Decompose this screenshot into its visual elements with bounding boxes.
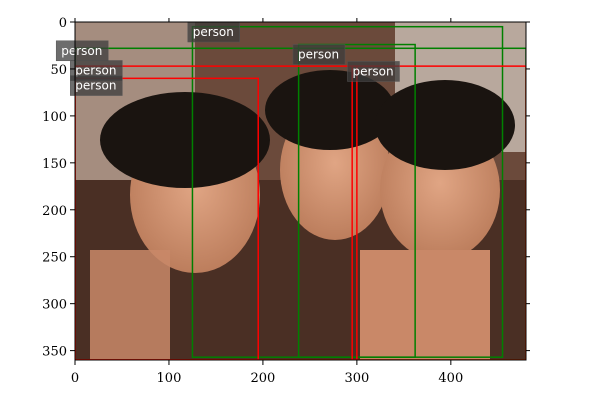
label-tag-4: person	[292, 44, 346, 65]
label-tag-bg	[70, 75, 123, 96]
photo	[75, 22, 526, 360]
label-tag-text: person	[75, 63, 116, 77]
detection-box-3	[351, 65, 526, 360]
label-tag-3: person	[70, 75, 123, 96]
hair-right	[375, 80, 515, 170]
x-tick-label: 300	[344, 371, 369, 386]
x-tick-label: 400	[438, 371, 463, 386]
label-tag-text: person	[61, 44, 102, 58]
label-tag-bg	[347, 61, 400, 82]
label-tag-5: person	[347, 61, 400, 82]
label-tag-text: person	[352, 64, 393, 78]
y-tick-label: 0	[59, 16, 67, 31]
label-tag-text: person	[75, 79, 116, 93]
label-tag-1: person	[55, 40, 109, 62]
torso-right	[360, 250, 490, 360]
detection-box-5	[75, 65, 358, 360]
arm-left	[90, 250, 170, 360]
label-tag-0: person	[187, 21, 240, 43]
y-tick-label: 100	[42, 110, 67, 125]
y-tick-label: 200	[42, 204, 67, 219]
label-tag-text: person	[298, 48, 339, 62]
x-tick-label: 0	[71, 371, 79, 386]
y-tick-label: 250	[42, 251, 67, 266]
axes-frame	[74, 21, 527, 361]
y-axis: 0 50 100 150 200 250 300 350	[42, 16, 530, 360]
x-axis: 0 100 200 300 400	[71, 18, 463, 386]
y-tick-label: 50	[50, 63, 67, 78]
y-tick-label: 350	[42, 345, 67, 360]
y-tick-label: 300	[42, 298, 67, 313]
detection-tags: person person person person person person	[55, 21, 400, 96]
hair-left	[100, 92, 270, 188]
y-tick-label: 150	[42, 157, 67, 172]
x-tick-label: 100	[157, 371, 182, 386]
hair-middle	[265, 70, 395, 150]
label-tag-bg	[292, 44, 346, 65]
x-tick-label: 200	[251, 371, 276, 386]
label-tag-text: person	[193, 25, 234, 39]
